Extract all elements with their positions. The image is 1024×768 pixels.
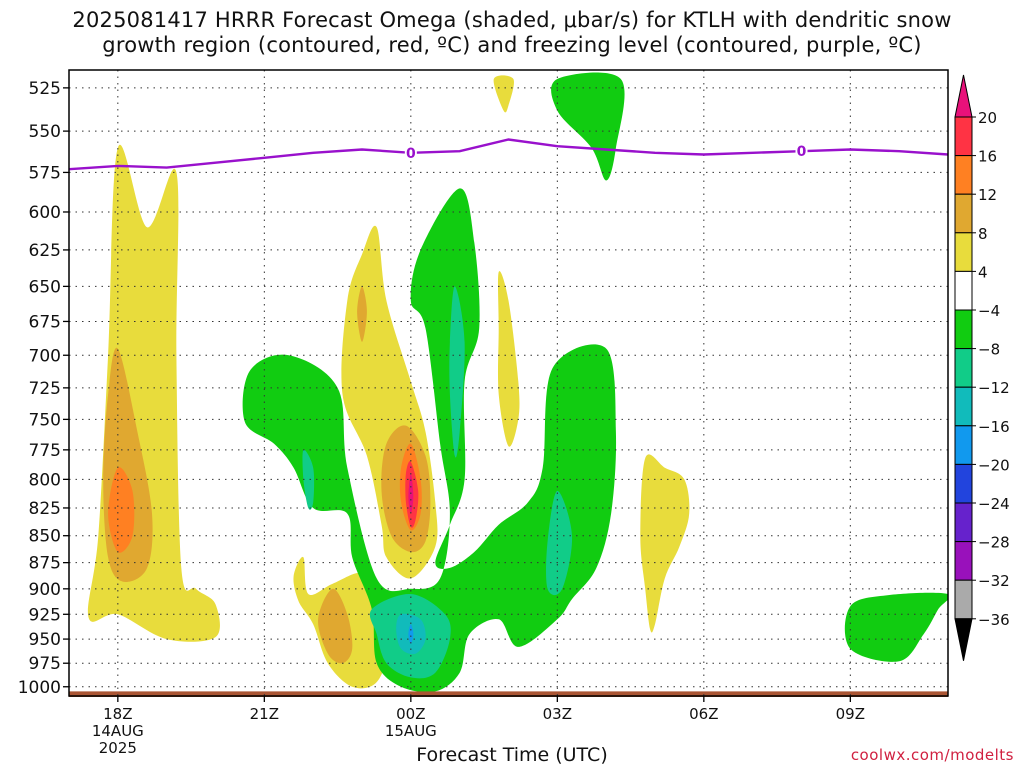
omega-region-neg8-17 xyxy=(449,286,465,458)
y-tick-label: 825 xyxy=(29,499,61,519)
colorbar-label: −20 xyxy=(978,456,1010,474)
y-tick-label: 850 xyxy=(29,527,61,547)
omega-region-neg4-14 xyxy=(242,188,617,693)
omega-region-pos4-0 xyxy=(87,144,220,642)
y-tick-label: 1000 xyxy=(18,678,61,698)
x-tick-date: 14AUG xyxy=(92,722,144,740)
omega-region-neg8-19 xyxy=(546,490,573,596)
freezing-level-label: 0 xyxy=(797,144,807,160)
freezing-level-line xyxy=(69,138,948,171)
colorbar-label: 12 xyxy=(978,186,997,204)
colorbar-label: 8 xyxy=(978,225,988,243)
plot-frame xyxy=(68,69,949,697)
omega-fill-layer xyxy=(87,72,948,693)
colorbar-swatch xyxy=(954,348,973,388)
colorbar-label: 20 xyxy=(978,109,997,127)
x-tick-year: 2025 xyxy=(99,739,137,757)
omega-region-pos8-9 xyxy=(357,286,367,342)
y-tick-label: 700 xyxy=(29,346,61,366)
colorbar-label: −8 xyxy=(978,341,1000,359)
y-tick-label: 750 xyxy=(29,410,61,430)
y-tick-label: 875 xyxy=(29,554,61,574)
y-tick-label: 775 xyxy=(29,441,61,461)
x-tick-label: 18Z xyxy=(103,705,132,723)
colorbar-label: −12 xyxy=(978,379,1010,397)
x-tick-label: 06Z xyxy=(689,705,718,723)
colorbar-label: −36 xyxy=(978,611,1010,629)
omega-region-pos4-3 xyxy=(497,271,520,447)
x-tick-label: 21Z xyxy=(250,705,279,723)
omega-region-pos12-10 xyxy=(108,467,135,553)
colorbar-label: −28 xyxy=(978,534,1010,552)
y-tick-label: 900 xyxy=(29,580,61,600)
colorbar-swatch xyxy=(954,193,973,234)
omega-region-neg4-15 xyxy=(551,72,625,181)
colorbar-swatch xyxy=(954,579,973,620)
freezing-label-bg xyxy=(795,143,808,159)
ground-band xyxy=(69,691,948,697)
colorbar-swatch xyxy=(954,309,973,350)
colorbar-swatch xyxy=(954,463,973,504)
colorbar-bottom-arrow xyxy=(954,618,973,661)
grid-layer xyxy=(69,70,948,696)
y-axis: 525 550 575 600 625 650 675 700 725 750 775 800 825 8… xyxy=(18,79,69,698)
x-tick-date: 15AUG xyxy=(385,722,437,740)
colorbar-label: −32 xyxy=(978,572,1010,590)
colorbar-top-arrow xyxy=(954,74,973,118)
colorbar-label: 4 xyxy=(978,263,988,281)
freezing-label-bg xyxy=(404,144,417,160)
x-tick-label: 03Z xyxy=(543,705,572,723)
ground-layer xyxy=(69,691,948,697)
colorbar-swatch xyxy=(954,270,973,311)
x-axis-label: Forecast Time (UTC) xyxy=(416,744,608,766)
y-tick-label: 675 xyxy=(29,312,61,332)
y-tick-label: 975 xyxy=(29,654,61,674)
colorbar-label: −4 xyxy=(978,302,1000,320)
chart-title: 2025081417 HRRR Forecast Omega (shaded, … xyxy=(72,8,952,32)
y-tick-label: 925 xyxy=(29,605,61,625)
y-tick-label: 600 xyxy=(29,203,61,223)
y-tick-label: 575 xyxy=(29,163,61,183)
colorbar-swatch xyxy=(954,232,973,272)
colorbar-label: 16 xyxy=(978,148,997,166)
credit-link[interactable]: coolwx.com/modelts xyxy=(850,746,1014,764)
omega-region-pos4-4 xyxy=(640,454,690,633)
omega-region-neg4-16 xyxy=(844,592,948,662)
omega-region-pos8-8 xyxy=(318,588,353,664)
colorbar-swatch xyxy=(954,502,973,543)
colorbar-swatch xyxy=(954,116,973,157)
omega-region-neg16-22 xyxy=(408,624,414,644)
colorbar-label: −24 xyxy=(978,495,1010,513)
y-tick-label: 800 xyxy=(29,470,61,490)
chart-subtitle: growth region (contoured, red, ºC) and f… xyxy=(102,33,922,57)
y-tick-label: 650 xyxy=(29,277,61,297)
omega-region-pos4-5 xyxy=(493,75,514,113)
y-tick-label: 550 xyxy=(29,122,61,142)
y-tick-label: 525 xyxy=(29,79,61,99)
freezing-level-label: 0 xyxy=(406,146,416,162)
x-tick-label: 09Z xyxy=(836,705,865,723)
y-tick-label: 625 xyxy=(29,241,61,261)
colorbar-swatch xyxy=(954,541,973,581)
y-tick-label: 725 xyxy=(29,379,61,399)
plot-border xyxy=(68,69,949,697)
colorbar-label: −16 xyxy=(978,418,1010,436)
x-tick-label: 00Z xyxy=(396,705,425,723)
omega-region-neg8-18 xyxy=(302,449,315,510)
colorbar: 20 16 12 8 4 −4 −8 −12 −16 −20 −24 −28 −32 −36 xyxy=(954,74,1010,661)
colorbar-swatch xyxy=(954,386,973,427)
y-tick-label: 950 xyxy=(29,630,61,650)
colorbar-swatch xyxy=(954,425,973,465)
colorbar-swatch xyxy=(954,155,973,195)
